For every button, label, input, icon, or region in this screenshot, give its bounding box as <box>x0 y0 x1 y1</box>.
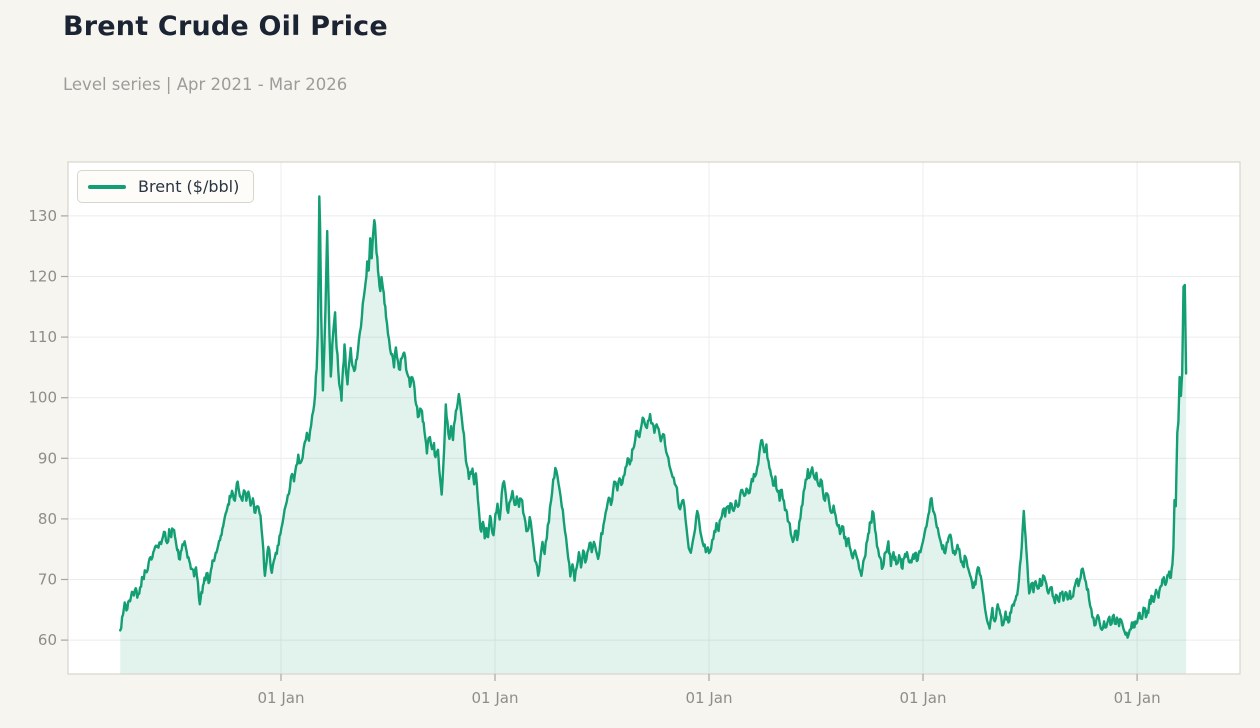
plot-background <box>68 162 1240 674</box>
x-tick-label: 01 Jan <box>472 689 519 707</box>
y-tick-label: 110 <box>28 328 57 346</box>
x-tick-label: 01 Jan <box>1114 689 1161 707</box>
y-tick-label: 100 <box>28 389 57 407</box>
page-subtitle: Level series | Apr 2021 - Mar 2026 <box>63 75 348 94</box>
series-price-line <box>119 195 1188 639</box>
y-tick-label: 70 <box>38 571 57 589</box>
y-tick-label: 80 <box>38 510 57 528</box>
y-tick-label: 120 <box>28 268 57 286</box>
x-tick-label: 01 Jan <box>900 689 947 707</box>
x-tick-label: 01 Jan <box>686 689 733 707</box>
plot-border <box>67 161 1241 675</box>
chart-legend: Brent ($/bbl) <box>77 170 255 203</box>
y-tick-label: 130 <box>28 207 57 225</box>
axis-tick-marks <box>61 215 1138 681</box>
x-tick-label: 01 Jan <box>258 689 305 707</box>
grid-lines <box>68 162 1240 674</box>
legend-series-label: Brent ($/bbl) <box>138 177 240 196</box>
y-tick-label: 90 <box>38 449 57 467</box>
y-tick-label: 60 <box>38 631 57 649</box>
page-title: Brent Crude Oil Price <box>63 11 388 42</box>
axis-tick-labels: 60 70 80 90 100 110 120 130 01 Jan 01 Jan 01 Jan 01… <box>28 207 1160 707</box>
legend-line-swatch <box>88 184 126 189</box>
